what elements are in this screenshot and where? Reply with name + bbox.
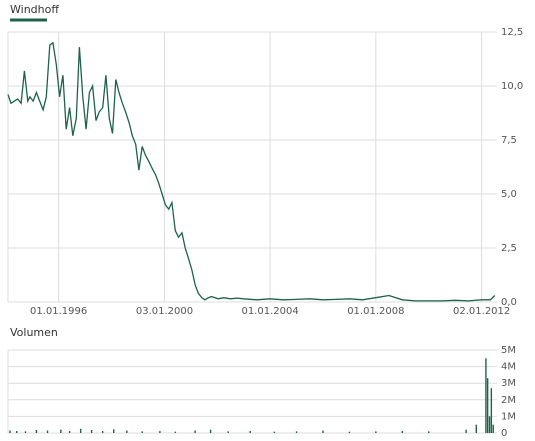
volume-bar (194, 430, 196, 433)
volume-bar (126, 430, 128, 433)
x-tick-label: 01.01.2004 (241, 306, 298, 317)
x-tick-label: 03.01.2000 (136, 306, 193, 317)
y-tick-label: 0,0 (501, 297, 517, 308)
y-tick-label: 0 (501, 428, 507, 439)
price-line (7, 41, 496, 302)
volume-bar (159, 431, 161, 433)
y-tick-label: 4M (501, 362, 516, 373)
y-tick-label: 5M (501, 345, 516, 356)
volume-bar (465, 429, 467, 433)
y-tick-label: 1M (501, 411, 516, 422)
volume-bar (475, 424, 477, 433)
volume-bar (488, 416, 491, 433)
volume-bar (113, 429, 115, 433)
volume-bar (227, 431, 229, 433)
volume-title: Volumen (10, 326, 58, 339)
y-tick-label: 12,5 (501, 27, 523, 38)
chart-title: Windhoff (10, 3, 59, 16)
volume-bar (24, 431, 27, 433)
x-tick-label: 02.01.2012 (453, 306, 510, 317)
y-tick-label: 5,0 (501, 189, 517, 200)
volume-bar (174, 431, 177, 433)
volume-bar (141, 431, 143, 433)
y-tick-label: 2,5 (501, 243, 517, 254)
volume-bar (60, 429, 62, 433)
volume-bar (486, 378, 489, 433)
x-tick-label: 01.01.1996 (30, 306, 87, 317)
volume-bar (209, 429, 212, 433)
y-tick-label: 10,0 (501, 81, 523, 92)
volume-bar (90, 430, 93, 433)
volume-bar (490, 388, 493, 433)
volume-bar (46, 430, 49, 433)
volume-bar (68, 431, 71, 433)
volume-bar (375, 431, 377, 433)
volume-bar (35, 430, 38, 433)
volume-bar (9, 430, 11, 433)
volume-bar (249, 431, 251, 433)
volume-bar (492, 424, 494, 433)
y-tick-label: 3M (501, 378, 516, 389)
volume-bar (273, 431, 276, 433)
y-tick-label: 2M (501, 395, 516, 406)
y-tick-label: 7,5 (501, 135, 517, 146)
volume-bar (322, 430, 324, 433)
volume-bar (79, 428, 82, 433)
volume-bar (485, 358, 487, 433)
volume-bar (401, 431, 404, 433)
volume-bar (348, 431, 351, 433)
x-tick-label: 01.01.2008 (347, 306, 404, 317)
volume-bar (295, 431, 298, 433)
volume-bar (101, 431, 104, 433)
volume-bar (15, 431, 18, 433)
volume-bar (428, 431, 430, 433)
